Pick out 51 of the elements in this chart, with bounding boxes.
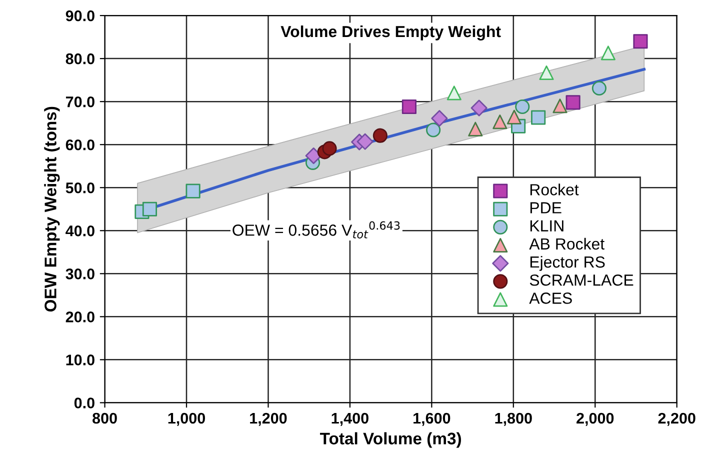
point [506,110,522,124]
y-tick-label: 90.0 [66,10,94,22]
point [356,133,374,150]
point [431,110,448,127]
point [186,184,200,198]
y-tick-label: 0.0 [74,398,94,408]
y-tick-label: 30.0 [66,268,94,280]
x-tick-label: 1,200 [250,412,287,426]
legend-label: AB Rocket [529,238,604,250]
point [515,99,530,114]
x-tick-label: 1,400 [332,412,368,426]
annotation: OEW = 0.5656 V$_{tot}$$^{0.643}$ [232,221,400,238]
x-axis-title: Total Volume (m3) [320,432,461,448]
y-tick-label: 50.0 [66,182,94,194]
x-tick-label: 800 [92,412,117,424]
point [600,46,616,60]
point [492,114,508,130]
point [468,122,483,136]
point [372,128,388,143]
y-tick-label: 10.0 [66,354,94,366]
legend-label: Rocket [530,184,579,196]
point [566,95,580,110]
y-tick-label: 60.0 [66,139,94,150]
legend-label: ACES [529,292,572,304]
x-tick-label: 2,200 [658,412,696,426]
x-tick-label: 2,000 [576,412,614,426]
y-axis-title: OEW Empty Weight (tons) [44,106,60,312]
legend-label: PDE [530,202,562,214]
legend-label: SCRAM-LACE [530,274,634,286]
point [539,65,554,80]
legend-label: Ejector RS [530,256,605,271]
point [305,147,322,164]
y-tick-label: 40.0 [66,226,94,236]
point [552,98,568,114]
point [470,100,488,116]
point [142,202,158,216]
point [446,86,462,100]
y-tick-label: 20.0 [66,312,94,322]
x-tick-label: 1,600 [414,412,450,426]
point [402,99,416,114]
point [633,34,648,49]
y-tick-label: 70.0 [66,96,94,108]
point [426,122,441,138]
legend-label: KLIN [530,220,564,232]
point [531,110,546,125]
point [322,141,337,156]
y-tick-label: 80.0 [66,53,94,64]
x-tick-label: 1,800 [495,412,532,426]
x-tick-label: 1,000 [168,412,205,426]
point [592,80,606,96]
text: Volume Drives Empty Weight [280,25,501,40]
